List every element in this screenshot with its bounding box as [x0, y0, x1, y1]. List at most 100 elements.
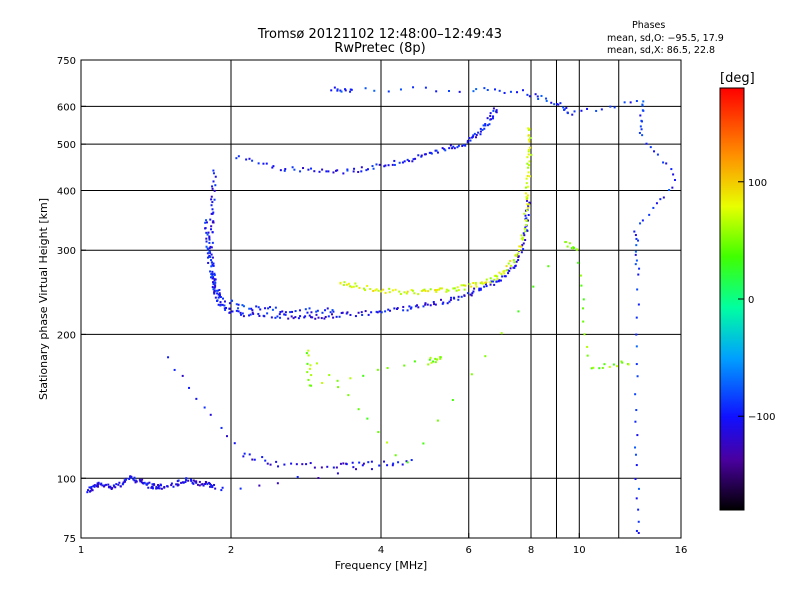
echo-point [380, 311, 383, 314]
echo-point [228, 311, 231, 314]
echo-point [456, 146, 459, 149]
echo-point [204, 221, 207, 224]
echo-point [521, 244, 524, 247]
echo-point [376, 368, 379, 371]
stats-o-mode: mean, sd,O: −95.5, 17.9 [607, 33, 724, 44]
echo-point [209, 218, 212, 221]
echo-point [88, 486, 91, 489]
echo-point [210, 204, 213, 207]
echo-point [163, 486, 166, 489]
echo-point [456, 286, 459, 289]
echo-point [212, 221, 215, 224]
echo-point [212, 283, 215, 286]
echo-point [412, 86, 415, 89]
y-tick-label: 600 [57, 102, 76, 113]
echo-point [424, 289, 427, 292]
echo-point [93, 484, 96, 487]
echo-point [237, 307, 240, 310]
echo-point [398, 161, 401, 164]
echo-point [207, 248, 210, 251]
echo-point [213, 286, 216, 289]
echo-point [571, 113, 574, 116]
echo-point [333, 86, 336, 89]
echo-point [241, 312, 244, 315]
echo-point [287, 317, 290, 320]
echo-point [387, 90, 390, 93]
echo-point [148, 481, 151, 484]
echo-point [360, 166, 363, 169]
echo-point [307, 168, 310, 171]
echo-point [490, 280, 493, 283]
echo-point [132, 478, 135, 481]
echo-point [346, 168, 349, 171]
echo-point [515, 255, 518, 258]
echo-point [509, 90, 512, 93]
echo-point [175, 483, 178, 486]
echo-point [327, 170, 330, 173]
echo-point [315, 313, 318, 316]
echo-point [364, 289, 367, 292]
echo-point [392, 462, 395, 465]
echo-point [218, 292, 221, 295]
echo-point [483, 87, 486, 90]
echo-point [449, 298, 452, 301]
echo-point [517, 259, 520, 262]
echo-point [397, 461, 400, 464]
echo-point [208, 251, 211, 254]
x-tick-label: 2 [228, 545, 234, 556]
x-tick-label: 8 [528, 545, 534, 556]
echo-point [354, 315, 357, 318]
echo-point [634, 446, 637, 449]
echo-point [634, 478, 637, 481]
echo-point [284, 311, 287, 314]
echo-point [495, 109, 498, 112]
echo-point [207, 261, 210, 264]
echo-point [363, 287, 366, 290]
echo-point [308, 314, 311, 317]
x-tick-label: 6 [466, 545, 472, 556]
echo-point [635, 244, 638, 247]
echo-point [470, 373, 473, 376]
echo-point [490, 118, 493, 121]
y-tick-label: 100 [57, 474, 76, 485]
echo-point [261, 456, 264, 459]
echo-point [336, 169, 339, 172]
echo-point [128, 478, 131, 481]
echo-point [503, 272, 506, 275]
echo-point [316, 309, 319, 312]
echo-point [378, 163, 381, 166]
echo-point [520, 245, 523, 248]
echo-point [329, 311, 332, 314]
echo-point [202, 484, 205, 487]
echo-point [464, 284, 467, 287]
echo-point [242, 305, 245, 308]
echo-point [266, 462, 269, 465]
echo-point [211, 281, 214, 284]
echo-point [257, 162, 260, 165]
echo-point [586, 107, 589, 110]
echo-point [645, 142, 648, 145]
echo-point [570, 247, 573, 250]
echo-point [101, 484, 104, 487]
echo-point [375, 163, 378, 166]
colorbar-tick-label: −100 [748, 412, 775, 423]
echo-point [191, 481, 194, 484]
echo-point [486, 117, 489, 120]
echo-point [565, 106, 568, 109]
echo-point [355, 285, 358, 288]
echo-point [235, 309, 238, 312]
echo-point [504, 275, 507, 278]
echo-point [394, 288, 397, 291]
echo-point [550, 101, 553, 104]
echo-point [215, 289, 218, 292]
echo-point [408, 305, 411, 308]
echo-point [515, 253, 518, 256]
echo-point [403, 160, 406, 163]
echo-point [332, 171, 335, 174]
echo-point [521, 89, 524, 92]
echo-point [450, 296, 453, 299]
echo-point [525, 223, 528, 226]
echo-point [447, 289, 450, 292]
echo-point [375, 310, 378, 313]
echo-point [387, 308, 390, 311]
